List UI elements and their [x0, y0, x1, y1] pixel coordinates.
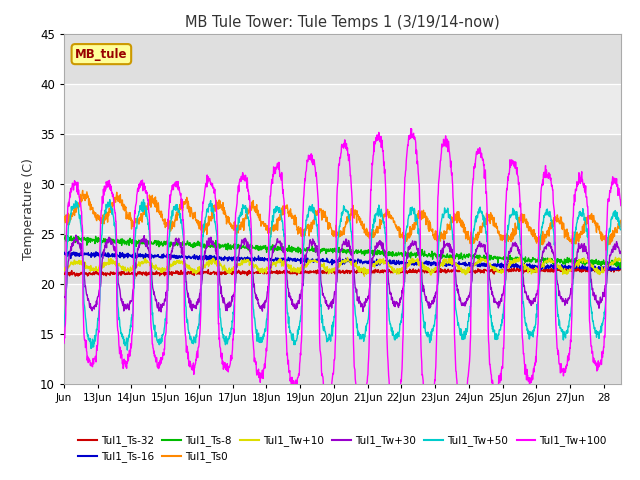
Bar — [64, 134, 621, 184]
Y-axis label: Temperature (C): Temperature (C) — [22, 158, 35, 260]
Text: MB_tule: MB_tule — [75, 48, 127, 60]
Bar — [64, 234, 621, 284]
Bar — [64, 334, 621, 384]
Title: MB Tule Tower: Tule Temps 1 (3/19/14-now): MB Tule Tower: Tule Temps 1 (3/19/14-now… — [185, 15, 500, 30]
Bar — [64, 34, 621, 84]
Legend: Tul1_Ts-32, Tul1_Ts-16, Tul1_Ts-8, Tul1_Ts0, Tul1_Tw+10, Tul1_Tw+30, Tul1_Tw+50,: Tul1_Ts-32, Tul1_Ts-16, Tul1_Ts-8, Tul1_… — [74, 431, 611, 467]
